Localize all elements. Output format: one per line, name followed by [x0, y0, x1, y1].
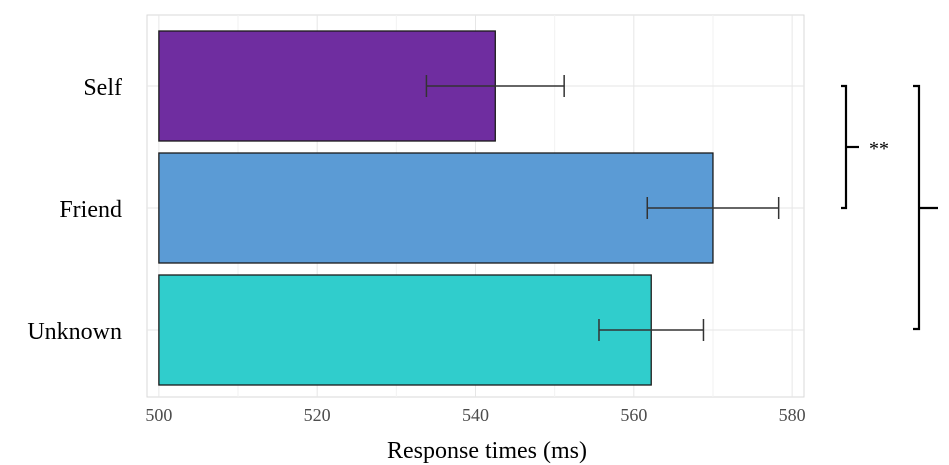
- significance-label: **: [869, 138, 889, 160]
- category-label-friend: Friend: [59, 197, 122, 223]
- bracket-self-friend: **: [841, 84, 889, 210]
- x-tick-label: 560: [620, 405, 647, 425]
- significance-brackets: **: [841, 84, 938, 331]
- x-tick-label: 540: [462, 405, 489, 425]
- bar-friend: [158, 152, 714, 264]
- error-bars-group: [425, 75, 780, 341]
- x-tick-labels: 500 520 540 560 580: [145, 405, 805, 425]
- x-tick-label: 580: [779, 405, 806, 425]
- error-bar-self: [425, 75, 565, 97]
- x-tick-label: 520: [304, 405, 331, 425]
- category-label-self: Self: [83, 75, 122, 101]
- x-axis-title: Response times (ms): [387, 438, 587, 464]
- category-label-unknown: Unknown: [27, 319, 122, 345]
- x-tick-label: 500: [145, 405, 172, 425]
- category-labels: Self Friend Unknown: [27, 75, 122, 345]
- bars-group: [158, 30, 714, 386]
- error-bar-unknown: [598, 319, 705, 341]
- bracket-self-unknown: [913, 84, 938, 331]
- error-bar-friend: [646, 197, 780, 219]
- bar-unknown: [158, 274, 652, 386]
